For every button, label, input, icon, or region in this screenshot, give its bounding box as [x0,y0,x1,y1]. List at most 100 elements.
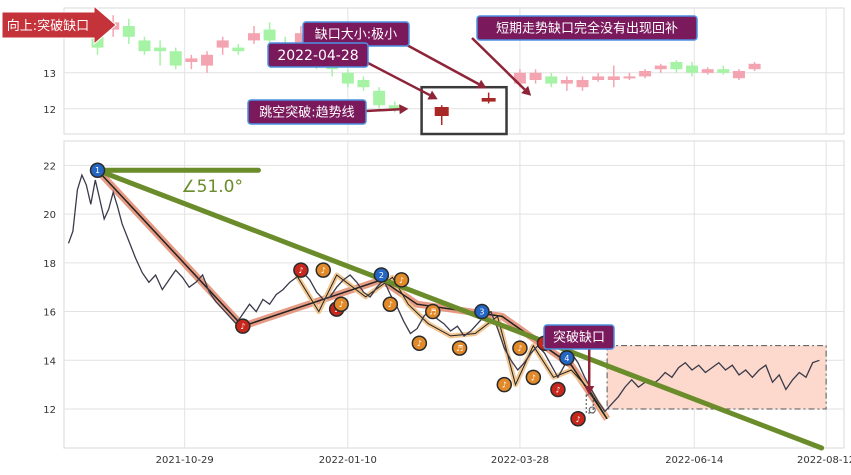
x-tick-label: 2022-03-28 [491,455,549,466]
candle-body [373,90,386,106]
gap-date-label-box [267,42,369,68]
breakout-gap-marker [585,394,596,414]
pivot-marker [411,335,428,351]
pivot-marker [89,162,106,178]
candle-body [654,65,667,70]
candle-body [138,40,151,52]
pivot-marker-label: ♪ [339,300,344,309]
candle-body [122,26,135,37]
bottom-y-tick-label: 22 [43,161,56,172]
candle-body [732,71,745,79]
pivot-marker-label: ♪ [531,373,536,382]
breakout-gap-dot [588,406,596,414]
candle-body [357,80,370,88]
pivot-marker-label: ♪ [555,386,560,395]
pivot-marker [315,262,332,278]
pivot-marker-label: ♪ [240,322,245,331]
gap-size-arrow [404,42,480,86]
pivot-marker-label: ♪ [417,339,422,348]
top-y-tick-label: 13 [43,69,56,80]
pivot-marker [474,303,490,320]
trend-angle-label: ∠51.0° [181,177,243,197]
candle-body [185,58,198,62]
pivot-marker [550,381,566,398]
bottom-y-tick-label: 20 [43,210,56,221]
breakout-gap-label: 突破缺口 [553,330,605,346]
angle-label: ∠51.0° [181,177,243,197]
pivot-marker-label: ♪ [502,381,507,390]
pivot-marker [235,318,251,334]
x-tick-label: 2022-08-12 [797,455,851,466]
bottom-y-tick-label: 16 [43,308,56,319]
pivot-marker-label: ♪ [321,266,326,275]
breakout-gap-arrow-head [584,386,595,396]
top-y-tick-label: 12 [43,105,56,116]
candlestick-y-tick-labels: 12 13 [43,69,56,116]
candle-body [701,69,714,73]
pivot-marker-label: ♪ [517,344,522,353]
pivot-marker-label: ♬ [456,344,463,353]
candle-body [717,69,730,73]
pivot-marker [393,272,410,288]
candle-body [607,76,620,80]
candle-body [201,54,214,66]
pivot-marker [559,350,575,366]
candle-body [341,72,354,84]
up-breakout-banner [1,4,117,46]
gap-trend-arrow-head [399,104,409,115]
breakout-gap-label-box [543,324,615,350]
wave-pivot-markers: 1♪♪♪♪♪2♪♪♪♬♬3♪♪♪♪♪4♪ [89,162,586,427]
candle-body [263,29,276,41]
top-annotation-arrows [365,37,532,115]
gap-date-arrow [367,61,431,97]
price-y-tick-labels: 12 14 16 18 20 22 [43,161,56,416]
gap-highlight-box [420,85,508,136]
x-tick-label: 2022-06-14 [665,455,723,466]
pivot-marker [373,267,390,283]
candle-body [154,47,167,52]
pivot-marker-label: ♪ [575,415,580,424]
candle-body [545,76,558,84]
candle-body [388,105,401,109]
candle-body [592,76,605,80]
gap-box [420,85,508,136]
pivot-marker [525,369,542,386]
gap-note-arrow-head [521,85,532,96]
date-x-tick-labels: 2021-10-29 2022-01-10 2022-03-28 2022-06-14… [156,455,851,466]
gap-size-label: 缺口大小:极小 [315,28,397,43]
candle-body [686,65,699,73]
x-tick-label: 2022-01-10 [319,455,377,466]
candle-body [748,63,761,70]
candle-body [216,40,229,48]
candle-body [91,36,104,48]
trend-line [95,167,825,451]
trend-lines [95,167,825,451]
candle-body [576,80,589,88]
gap-date-label: 2022-04-28 [277,48,358,64]
pivot-marker [293,262,309,278]
bottom-y-tick-label: 18 [43,259,56,270]
candle-body [247,33,260,41]
pivot-marker [496,376,513,393]
breakout-gap-box [585,394,594,414]
candle-body [481,98,496,102]
up-breakout-label: 向上:突破缺口 [7,18,89,34]
candle-body [529,72,542,80]
bottom-y-tick-label: 12 [43,405,56,416]
candle-body [513,72,526,84]
gap-note-label: 短期走势缺口完全没有出现回补 [496,21,678,37]
candle-body [294,33,307,44]
bottom-y-tick-label: 14 [43,356,56,367]
pivot-marker [512,340,528,356]
pivot-marker [382,296,399,312]
candle-body [639,71,652,77]
pivot-marker-label: 3 [479,308,484,317]
gap-size-arrow-head [476,79,487,89]
candle-body [560,80,573,84]
gap-note-label-box [476,15,698,41]
candle-body [623,76,636,79]
